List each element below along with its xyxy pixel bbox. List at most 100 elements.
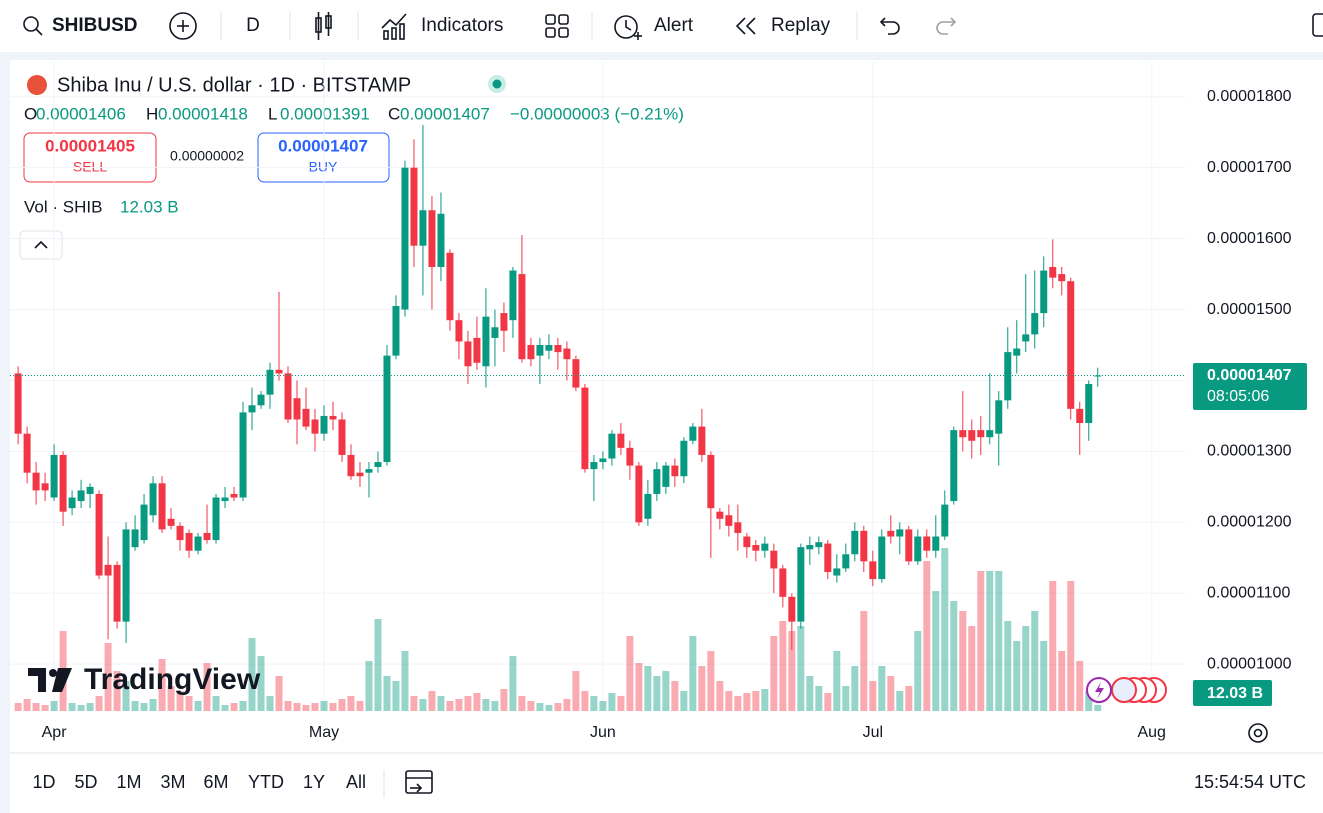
- range-button[interactable]: 6M: [203, 772, 228, 792]
- candle-body: [1004, 352, 1012, 401]
- replay-icon[interactable]: [735, 17, 756, 35]
- panel-button[interactable]: [1312, 13, 1323, 37]
- volume-bar: [662, 671, 670, 711]
- candle-body: [806, 545, 814, 550]
- volume-bar: [518, 696, 526, 711]
- candle-body: [653, 469, 661, 494]
- volume-bar: [590, 696, 598, 711]
- indicators-icon[interactable]: [381, 13, 407, 40]
- range-button[interactable]: 5D: [74, 772, 97, 792]
- buy-label[interactable]: BUY: [309, 159, 338, 175]
- candle-body: [950, 430, 958, 502]
- chart-type-icon[interactable]: [315, 12, 332, 40]
- candle-body: [428, 210, 436, 267]
- candle-body: [932, 536, 940, 551]
- y-tick-label: 0.00001600: [1207, 230, 1292, 247]
- volume-bar: [1058, 651, 1066, 711]
- candle-body: [401, 167, 409, 310]
- candle-body: [194, 536, 202, 551]
- range-button[interactable]: 1D: [32, 772, 55, 792]
- alert[interactable]: Alert: [654, 15, 694, 36]
- candle-body: [176, 525, 184, 541]
- indicators[interactable]: Indicators: [421, 15, 503, 36]
- volume-bar: [968, 626, 976, 711]
- range-button[interactable]: 3M: [160, 772, 185, 792]
- candle-body: [212, 497, 220, 541]
- y-tick-label: 0.00001000: [1207, 655, 1292, 672]
- ohlc-value: 0.00001406: [36, 104, 126, 123]
- ohlc-value: 0.00001418: [158, 104, 248, 123]
- volume-bar: [617, 696, 625, 711]
- volume-bar: [32, 703, 40, 711]
- volume-bar: [851, 666, 859, 711]
- candle-body: [986, 430, 994, 438]
- chart-title: Shiba Inu / U.S. dollar · 1D · BITSTAMP: [57, 74, 411, 96]
- volume-bar: [239, 701, 247, 711]
- volume-bar: [131, 701, 139, 711]
- volume-bar: [266, 696, 274, 711]
- candle-body: [266, 369, 274, 395]
- volume-bar: [104, 643, 112, 711]
- candle-body: [275, 369, 283, 374]
- replay[interactable]: Replay: [771, 15, 831, 36]
- buy-price[interactable]: 0.00001407: [278, 136, 368, 155]
- volume-bar: [14, 703, 22, 711]
- sell-price[interactable]: 0.00001405: [45, 136, 135, 155]
- volume-bar: [878, 666, 886, 711]
- collapse-icon[interactable]: [34, 240, 48, 249]
- volume-bar: [275, 676, 283, 711]
- volume-bar: [545, 705, 553, 711]
- candle-body: [923, 536, 931, 551]
- volume-bar: [185, 696, 193, 711]
- volume-bar: [446, 701, 454, 711]
- volume-bar: [41, 705, 49, 711]
- range-bar: 1D 5D 1M 3M 6M YTD 1Y All: [32, 772, 366, 792]
- sell-button[interactable]: [23, 132, 157, 183]
- candle-body: [887, 530, 895, 537]
- candle-body: [338, 419, 346, 455]
- redo[interactable]: [936, 17, 957, 35]
- range-button[interactable]: 1Y: [303, 772, 325, 792]
- range-button[interactable]: 1M: [116, 772, 141, 792]
- range-button[interactable]: All: [346, 772, 366, 792]
- volume-bar: [752, 691, 760, 711]
- settings-icon[interactable]: [1248, 723, 1268, 743]
- candle-body: [59, 454, 67, 512]
- search-icon[interactable]: [23, 16, 43, 36]
- volume-bar: [221, 705, 229, 711]
- event-icons[interactable]: [1086, 677, 1167, 703]
- sell-label[interactable]: SELL: [73, 159, 107, 175]
- volume-bar: [698, 666, 706, 711]
- volume-bar: [113, 671, 121, 711]
- volume-bar: [212, 696, 220, 711]
- undo[interactable]: [879, 17, 900, 35]
- date-range-icon[interactable]: [405, 770, 433, 794]
- interval[interactable]: D: [246, 15, 260, 36]
- volume-bar: [788, 631, 796, 711]
- candle-body: [320, 415, 328, 434]
- volume-bar: [302, 705, 310, 711]
- layouts-icon[interactable]: [545, 14, 569, 38]
- volume-bar: [482, 699, 490, 711]
- candle-body: [671, 465, 679, 477]
- alert-icon[interactable]: [614, 15, 642, 40]
- volume-bar: [194, 701, 202, 711]
- clock: 15:54:54 UTC: [1194, 772, 1306, 792]
- volume-bar: [86, 703, 94, 711]
- collapse-button[interactable]: [19, 230, 63, 260]
- candle-body: [734, 522, 742, 533]
- volume-bar: [932, 591, 940, 711]
- candle-body: [446, 252, 454, 321]
- candle-body: [644, 493, 652, 519]
- volume-bar: [347, 696, 355, 711]
- volume-bar: [1076, 661, 1084, 711]
- candle-body: [23, 433, 31, 473]
- volume-bar: [176, 691, 184, 711]
- ohlc-key: H: [146, 104, 158, 123]
- candle-body: [257, 394, 265, 406]
- range-button[interactable]: YTD: [248, 772, 284, 792]
- candle-body: [581, 387, 589, 470]
- symbol[interactable]: SHIBUSD: [52, 15, 138, 36]
- spread: 0.00000002: [170, 148, 244, 164]
- add-symbol[interactable]: [169, 12, 197, 40]
